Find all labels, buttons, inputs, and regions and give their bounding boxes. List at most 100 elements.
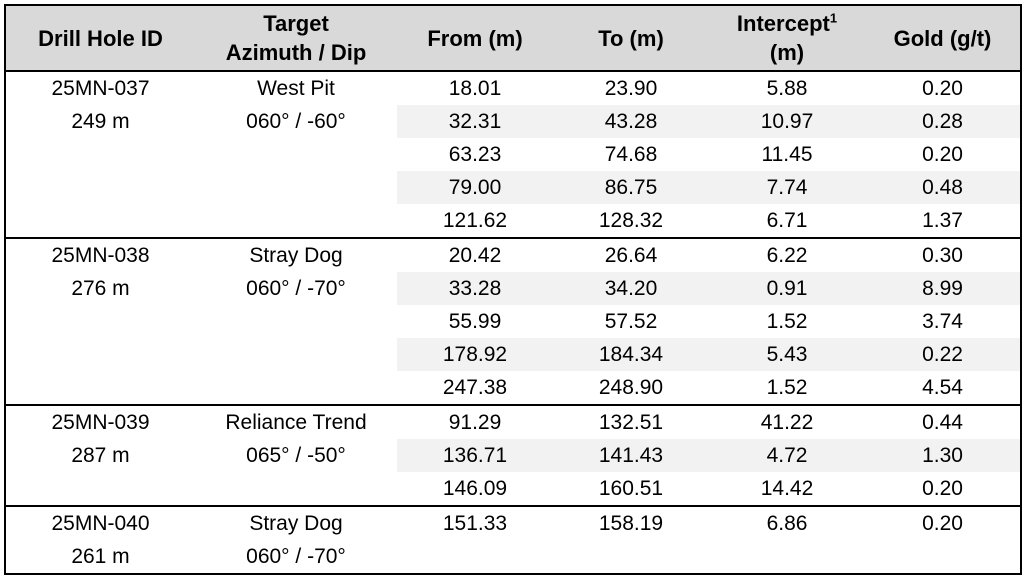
gold-cell (865, 541, 1021, 575)
intercept-cell: 0.91 (709, 272, 865, 305)
intercept-cell: 11.45 (761, 143, 813, 166)
intercept-cell: 1.52 (766, 376, 808, 399)
target-cell: Reliance Trend 065° / -50° (195, 404, 397, 506)
from-cell: 63.23 (448, 143, 502, 166)
to-cell: 248.90 (598, 376, 664, 399)
hole-depth: 287 m (71, 444, 130, 467)
hole-id: 25MN-040 (51, 512, 150, 535)
table-row: 25MN-039 287 m Reliance Trend 065° / -50° 91… (5, 404, 1021, 506)
target-name: West Pit (257, 77, 335, 100)
from-cell: 20.42 (397, 237, 553, 272)
target-name: Stray Dog (249, 244, 343, 267)
to-cell: 158.19 (553, 505, 709, 541)
col-header-drill-hole-id: Drill Hole ID (5, 5, 195, 72)
col-header-label2: Azimuth / Dip (225, 40, 367, 65)
to-cell: 34.20 (553, 272, 709, 305)
gold-cell: 0.44 (865, 404, 1021, 439)
table-row: 121.62 128.32 6.71 1.37 (5, 204, 1021, 238)
to-cell: 23.90 (553, 70, 709, 105)
intercept-cell: 6.86 (709, 505, 865, 541)
gold-cell: 0.20 (922, 143, 963, 166)
from-cell: 121.62 (442, 209, 508, 232)
gold-cell: 0.28 (865, 105, 1021, 138)
from-cell: 91.29 (397, 404, 553, 439)
table-row: 79.00 86.75 7.74 0.48 (5, 171, 1021, 204)
drill-hole-id-cell: 25MN-037 249 m (5, 70, 195, 238)
intercept-cell: 5.43 (709, 338, 865, 371)
to-cell: 86.75 (553, 171, 709, 204)
to-cell: 132.51 (553, 404, 709, 439)
to-cell: 74.68 (604, 143, 658, 166)
intercept-cell: 10.97 (709, 105, 865, 138)
from-cell: 146.09 (442, 477, 508, 500)
to-cell: 57.52 (604, 310, 658, 333)
table-row: 247.38 248.90 1.52 4.54 (5, 371, 1021, 405)
target-cell: Stray Dog 060° / -70° (195, 505, 397, 574)
col-header-intercept: Intercept1 (m) (709, 5, 865, 72)
col-header-label: From (m) (427, 25, 523, 51)
hole-depth: 276 m (71, 277, 130, 300)
col-header-target-azimuth-dip: Target Azimuth / Dip (195, 5, 397, 72)
hole-id: 25MN-039 (51, 411, 150, 434)
target-name: Reliance Trend (225, 411, 367, 434)
drill-hole-id-cell: 25MN-039 287 m (5, 404, 195, 506)
intercept-cell: 41.22 (709, 404, 865, 439)
col-header-label: Target (263, 11, 329, 36)
gold-cell: 0.22 (865, 338, 1021, 371)
col-header-label: To (m) (598, 25, 664, 51)
hole-id: 25MN-037 (51, 77, 150, 100)
gold-cell: 8.99 (865, 272, 1021, 305)
azimuth-dip: 060° / -60° (246, 110, 346, 133)
col-header-label2: (m) (769, 40, 805, 65)
hole-id: 25MN-038 (51, 244, 150, 267)
azimuth-dip: 060° / -70° (246, 277, 346, 300)
gold-cell: 0.20 (865, 505, 1021, 541)
to-cell: 160.51 (598, 477, 664, 500)
intercept-cell: 6.22 (709, 237, 865, 272)
table-row: 146.09 160.51 14.42 0.20 (5, 472, 1021, 506)
target-name: Stray Dog (249, 512, 343, 535)
gold-cell: 4.54 (922, 376, 963, 399)
header-row: Drill Hole ID Target Azimuth / Dip From … (5, 5, 1021, 72)
gold-cell: 3.74 (922, 310, 963, 333)
intercept-cell: 6.71 (766, 209, 808, 232)
from-cell: 55.99 (448, 310, 502, 333)
to-cell: 141.43 (553, 439, 709, 472)
table-header: Drill Hole ID Target Azimuth / Dip From … (5, 5, 1021, 72)
col-header-gold: Gold (g/t) (865, 5, 1021, 72)
from-cell: 178.92 (397, 338, 553, 371)
table-row: 25MN-038 276 m Stray Dog 060° / -70° 20.42 26… (5, 237, 1021, 405)
to-cell: 43.28 (553, 105, 709, 138)
col-header-label: Intercept1 (736, 10, 838, 36)
hole-depth: 261 m (71, 545, 130, 568)
table-row: 25MN-037 249 m West Pit 060° / -60° 18.01 23.… (5, 70, 1021, 238)
table-row: 32.31 43.28 10.97 0.28 (5, 105, 1021, 138)
drill-hole-id-cell: 25MN-040 261 m (5, 505, 195, 574)
from-cell: 18.01 (397, 70, 553, 105)
from-cell: 151.33 (397, 505, 553, 541)
gold-cell: 0.20 (922, 477, 963, 500)
col-header-label: Gold (g/t) (893, 25, 992, 51)
gold-cell: 0.30 (865, 237, 1021, 272)
table-row: 178.92 184.34 5.43 0.22 (5, 338, 1021, 371)
gold-cell: 0.48 (865, 171, 1021, 204)
drill-results-table: Drill Hole ID Target Azimuth / Dip From … (4, 4, 1022, 575)
table-row: 63.23 74.68 11.45 0.20 (5, 138, 1021, 171)
from-cell (397, 541, 553, 575)
azimuth-dip: 065° / -50° (246, 444, 346, 467)
intercept-cell (709, 541, 865, 575)
intercept-cell: 4.72 (709, 439, 865, 472)
drill-hole-id-cell: 25MN-038 276 m (5, 237, 195, 405)
hole-depth: 249 m (71, 110, 130, 133)
target-cell: Stray Dog 060° / -70° (195, 237, 397, 405)
from-cell: 247.38 (442, 376, 508, 399)
from-cell: 32.31 (397, 105, 553, 138)
gold-cell: 1.37 (922, 209, 963, 232)
table-row: 55.99 57.52 1.52 3.74 (5, 305, 1021, 338)
from-cell: 79.00 (397, 171, 553, 204)
from-cell: 33.28 (397, 272, 553, 305)
col-header-from: From (m) (397, 5, 553, 72)
azimuth-dip: 060° / -70° (246, 545, 346, 568)
from-cell: 136.71 (397, 439, 553, 472)
